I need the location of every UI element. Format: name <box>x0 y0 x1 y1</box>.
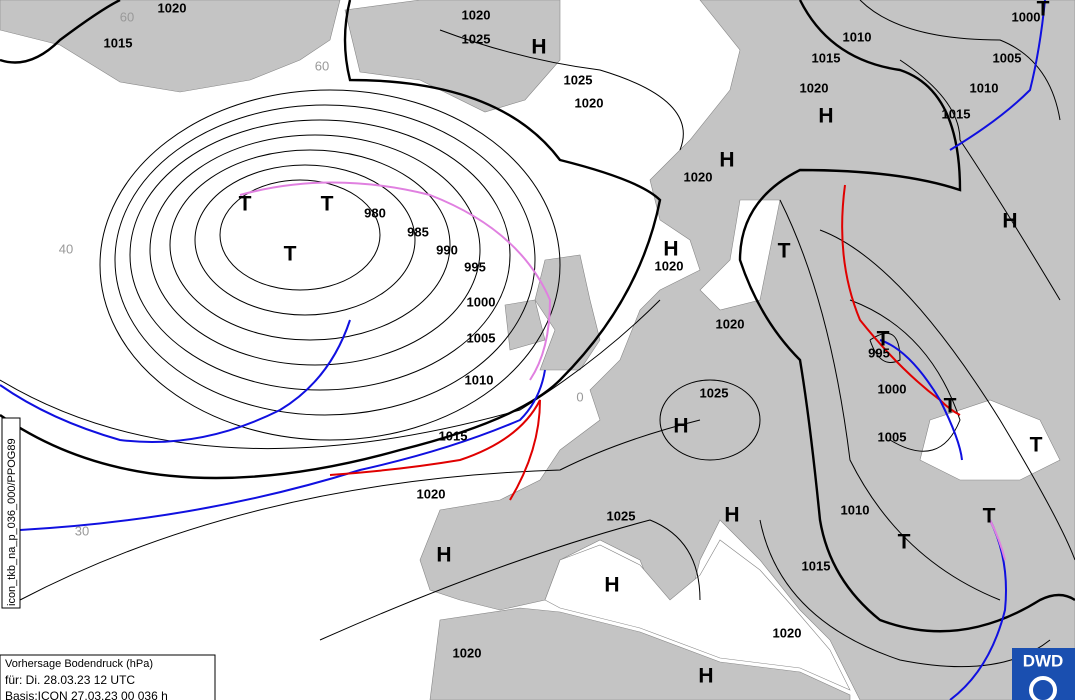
isobar-label: 1010 <box>970 80 999 95</box>
logo-box <box>1012 648 1075 700</box>
low-pressure: T <box>944 395 957 418</box>
isobar-label: 1020 <box>417 486 446 501</box>
low-pressure: T <box>239 193 252 216</box>
fronts <box>0 0 1046 700</box>
isobar-label: 1010 <box>465 372 494 387</box>
isobar-label: 1020 <box>773 625 802 640</box>
isobar-label: 1025 <box>564 72 593 87</box>
low-pressure: T <box>877 328 890 351</box>
isobar-label: 990 <box>436 242 458 257</box>
low-pressure: T <box>1037 0 1050 21</box>
isobar-label: 1005 <box>467 330 496 345</box>
low-pressure: T <box>778 240 791 263</box>
high-pressure: H <box>724 504 739 527</box>
isobar-label: 1015 <box>439 428 468 443</box>
high-pressure: H <box>818 105 833 128</box>
isobar-label: 980 <box>364 205 386 220</box>
isobar-label: 1020 <box>575 95 604 110</box>
high-pressure: H <box>1002 210 1017 233</box>
isobar-label: 1020 <box>453 645 482 660</box>
high-pressure: H <box>698 665 713 688</box>
isobar-label: 1020 <box>655 258 684 273</box>
isobar-label: 1020 <box>158 0 187 15</box>
high-pressure: H <box>436 544 451 567</box>
info-title: Vorhersage Bodendruck (hPa) <box>5 658 153 670</box>
high-pressure: H <box>604 574 619 597</box>
latitude-label: 30 <box>75 523 89 538</box>
info-base: Basis:ICON 27.03.23 00 036 h <box>5 689 168 700</box>
isobar-label: 1020 <box>462 7 491 22</box>
low-pressure: T <box>321 193 334 216</box>
latitude-label: 60 <box>120 9 134 24</box>
latitude-label: 0 <box>576 389 583 404</box>
isobar-label: 1000 <box>1012 9 1041 24</box>
low-pressure: T <box>1030 434 1043 457</box>
product-box <box>1 417 21 609</box>
high-pressure: H <box>531 36 546 59</box>
logo: DWD <box>1023 651 1064 670</box>
isobar-label: 985 <box>407 224 429 239</box>
isobar-label: 1025 <box>462 31 491 46</box>
isobar-label: 1020 <box>684 169 713 184</box>
low-pressure: T <box>284 243 297 266</box>
isobar-label: 1020 <box>800 80 829 95</box>
isobar-label: 1010 <box>841 502 870 517</box>
isobar-label: 1015 <box>812 50 841 65</box>
thick-isobars <box>0 0 1075 633</box>
isobar-label: 1025 <box>700 385 729 400</box>
isobar-label: 1005 <box>878 429 907 444</box>
isobar-label: 1000 <box>878 381 907 396</box>
high-pressure: H <box>673 415 688 438</box>
isobar-label: 1000 <box>467 294 496 309</box>
isobar-label: 1015 <box>104 35 133 50</box>
isobar-label: 1005 <box>993 50 1022 65</box>
isobar-label: 995 <box>464 259 486 274</box>
isobar-label: 1015 <box>942 106 971 121</box>
isobar-label: 995 <box>868 345 890 360</box>
info-valid: für: Di. 28.03.23 12 UTC <box>5 673 135 687</box>
isobar-label: 1015 <box>802 558 831 573</box>
high-pressure: H <box>719 149 734 172</box>
product-id: icon_tkb_na_p_036_000/PPOG89 <box>6 438 18 606</box>
low-pressure: T <box>983 505 996 528</box>
info-box <box>0 654 216 700</box>
isobar-label: 1010 <box>843 29 872 44</box>
high-pressure: H <box>663 238 678 261</box>
logo-mark <box>1029 676 1057 700</box>
isobars <box>0 0 1075 668</box>
isobar-label: 1020 <box>716 316 745 331</box>
latitude-label: 60 <box>315 58 329 73</box>
latitude-label: 40 <box>59 241 73 256</box>
low-pressure: T <box>898 531 911 554</box>
isobar-label: 1025 <box>607 508 636 523</box>
